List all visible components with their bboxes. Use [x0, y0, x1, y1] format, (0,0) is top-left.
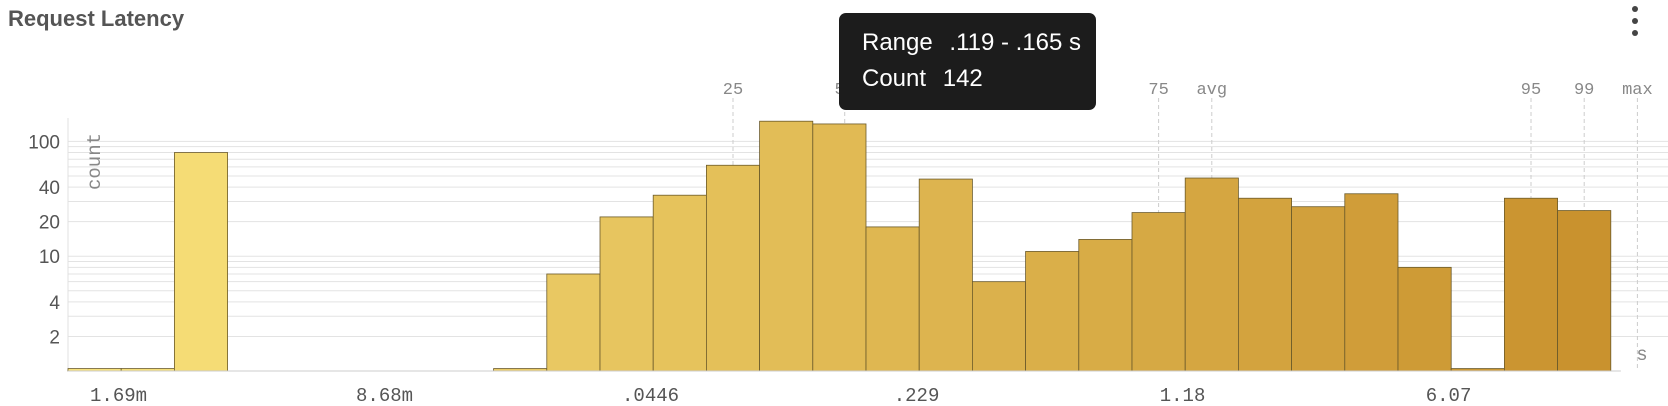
- more-vert-icon[interactable]: [1628, 4, 1642, 40]
- histogram-bar[interactable]: [812, 123, 867, 372]
- tooltip-range-label: Range: [862, 29, 933, 56]
- histogram-bar[interactable]: [1557, 210, 1612, 372]
- histogram-bar[interactable]: [1131, 212, 1186, 372]
- x-tick-label: 8.68m: [356, 385, 413, 406]
- histogram-bar[interactable]: [1344, 193, 1399, 372]
- chart-title: Request Latency: [8, 6, 185, 31]
- tooltip-range-row: Range .119 - .165 s: [862, 29, 1081, 57]
- marker-label: avg: [1196, 81, 1227, 100]
- x-tick-label: 6.07: [1426, 385, 1472, 406]
- histogram-bar[interactable]: [865, 226, 920, 372]
- histogram-bar[interactable]: [546, 273, 601, 372]
- marker-label: 99: [1574, 81, 1594, 100]
- histogram-bar[interactable]: [972, 281, 1027, 372]
- histogram-bar[interactable]: [918, 178, 973, 372]
- histogram-bar[interactable]: [1291, 206, 1346, 372]
- histogram-bar[interactable]: [173, 152, 228, 372]
- histogram-bar[interactable]: [1504, 197, 1559, 372]
- histogram-bar[interactable]: [1025, 251, 1080, 372]
- histogram-bars: [67, 120, 1621, 372]
- x-axis-ticks: 1.69m 8.68m .0446 .229 1.18 6.07: [90, 385, 1471, 406]
- y-tick-label: 100: [28, 132, 60, 153]
- marker-label: 95: [1521, 81, 1541, 100]
- x-unit-label: s: [1636, 344, 1647, 366]
- tooltip-range-value: .119 - .165 s: [949, 29, 1082, 56]
- histogram-bar[interactable]: [1238, 197, 1293, 372]
- x-tick-label: 1.18: [1160, 385, 1206, 406]
- histogram-bar[interactable]: [1184, 177, 1239, 372]
- y-tick-label: 40: [39, 178, 60, 199]
- bar-tooltip: Range .119 - .165 s Count 142: [839, 13, 1096, 110]
- tooltip-count-row: Count 142: [862, 65, 983, 93]
- marker-label: max: [1622, 81, 1653, 100]
- y-axis-label: count: [84, 133, 106, 190]
- tooltip-count-value: 142: [942, 65, 983, 92]
- tooltip-count-label: Count: [862, 65, 927, 92]
- y-tick-label: 20: [39, 213, 60, 234]
- marker-label: 25: [723, 81, 743, 100]
- x-tick-label: .229: [894, 385, 940, 406]
- x-tick-label: 1.69m: [90, 385, 147, 406]
- y-axis-ticks: 100 40 20 10 4 2: [28, 132, 60, 348]
- marker-label: 75: [1148, 81, 1168, 100]
- histogram-bar[interactable]: [1078, 239, 1133, 372]
- y-tick-label: 2: [49, 327, 60, 348]
- histogram-bar[interactable]: [706, 164, 761, 372]
- y-tick-label: 4: [49, 293, 60, 314]
- x-tick-label: .0446: [622, 385, 679, 406]
- histogram-bar[interactable]: [599, 216, 654, 372]
- histogram-bar[interactable]: [1397, 266, 1452, 372]
- y-tick-label: 10: [39, 247, 60, 268]
- histogram-bar[interactable]: [759, 120, 814, 372]
- histogram-bar[interactable]: [652, 194, 707, 372]
